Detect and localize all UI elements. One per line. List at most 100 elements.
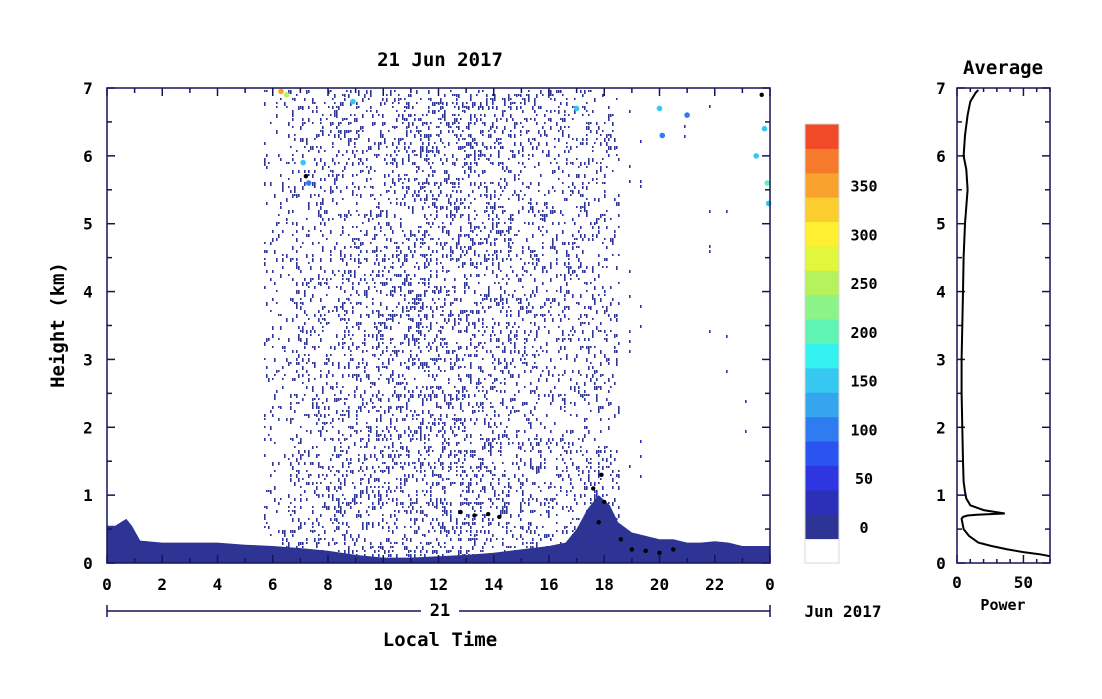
average-y-tick-label: 4 — [936, 283, 946, 302]
colorbar-frame — [804, 123, 840, 564]
echo-point — [602, 499, 607, 505]
echo-point — [643, 548, 648, 553]
y-tick-label: 7 — [83, 79, 93, 98]
y-axis-title: Height (km) — [47, 262, 69, 388]
colorbar-band — [805, 221, 839, 247]
echo-point — [659, 132, 666, 139]
average-power-line — [960, 89, 1051, 558]
colorbar-tick-label: 0 — [859, 519, 868, 537]
colorbar-tick-label: 300 — [850, 226, 877, 244]
average-y-tick-label: 1 — [936, 486, 946, 505]
colorbar-tick-label: 50 — [855, 470, 873, 488]
y-tick-label: 2 — [83, 418, 93, 437]
echo-point — [300, 159, 306, 166]
echo-point — [753, 153, 759, 159]
echo-point — [629, 547, 635, 552]
y-tick-label: 0 — [83, 554, 93, 573]
echo-point — [761, 125, 768, 132]
colorbar-tick-label: 250 — [850, 275, 877, 293]
echo-point — [596, 520, 601, 525]
y-tick-label: 6 — [83, 147, 93, 166]
colorbar-band — [805, 392, 839, 418]
colorbar-band — [805, 172, 839, 198]
colorbar-band — [805, 489, 839, 515]
y-tick-label: 1 — [83, 486, 93, 505]
x-tick-label: 12 — [429, 575, 448, 594]
echo-point — [497, 514, 502, 520]
average-title: Average — [963, 57, 1043, 79]
echo-point — [684, 112, 690, 118]
colorbar-band — [805, 319, 839, 344]
echo-point — [599, 472, 604, 477]
x-tick-label: 16 — [539, 575, 558, 594]
colorbar-band — [805, 197, 839, 223]
colorbar-band — [805, 270, 839, 296]
colorbar-band — [805, 294, 839, 320]
average-y-tick-label: 6 — [936, 147, 946, 166]
main-plot-frame — [106, 87, 771, 564]
average-x-tick-label: 50 — [1014, 573, 1033, 592]
echo-point — [303, 174, 309, 179]
echo-point — [278, 88, 284, 95]
colorbar-band — [805, 416, 839, 442]
average-y-tick-label: 5 — [936, 215, 946, 234]
colorbar-tick-label: 350 — [850, 177, 877, 195]
colorbar-tick-label: 100 — [850, 421, 877, 439]
weak-echo-speckle — [264, 90, 747, 562]
x-tick-label: 2 — [157, 575, 167, 594]
y-tick-label: 4 — [83, 283, 93, 302]
echo-point — [573, 105, 580, 112]
x-tick-label: 18 — [595, 575, 614, 594]
echo-point — [283, 92, 290, 98]
average-y-tick-label: 7 — [936, 79, 946, 98]
x-tick-label: 14 — [484, 575, 503, 594]
echo-point — [472, 513, 477, 518]
x-axis-title: Local Time — [383, 629, 497, 651]
x-tick-label: 0 — [765, 575, 775, 594]
echo-point — [759, 92, 764, 98]
x-tick-label: 0 — [102, 575, 112, 594]
echo-point — [656, 105, 663, 112]
echo-point — [350, 98, 356, 105]
day-bracket: 21 — [106, 600, 771, 621]
x-tick-label: 22 — [705, 575, 724, 594]
colorbar-band — [805, 245, 839, 271]
echo-point — [671, 547, 676, 552]
main-panel: 21 Jun 2017 0 2 4 6 8 10 12 14 16 18 20 22 001234567… — [47, 49, 882, 651]
average-axes: 0 1 2 3 4 5 6 7 0 50 — [936, 79, 1051, 592]
main-title: 21 Jun 2017 — [377, 49, 503, 71]
x-tick-label: 6 — [268, 575, 278, 594]
colorbar-tick-label: 200 — [850, 324, 877, 342]
echo-point — [764, 180, 770, 186]
colorbar: 0 50 100 150 200 250 300 350 — [804, 123, 878, 564]
heatmap-field — [107, 88, 772, 563]
average-y-tick-label: 3 — [936, 350, 946, 369]
average-plot-frame — [956, 87, 1051, 564]
surface-echo-layer — [107, 495, 770, 563]
echo-point — [486, 511, 491, 517]
x-tick-label: 10 — [374, 575, 393, 594]
colorbar-band-below — [805, 538, 839, 563]
colorbar-band — [805, 441, 839, 466]
echo-point — [305, 180, 312, 186]
echo-point — [591, 486, 596, 491]
x-tick-label: 20 — [650, 575, 669, 594]
colorbar-tick-label: 150 — [850, 373, 877, 391]
average-panel: Average 0 1 2 3 4 5 6 7 0 50 Power — [936, 57, 1051, 614]
day-label-bg — [421, 600, 459, 620]
colorbar-band — [805, 148, 839, 174]
y-tick-label: 5 — [83, 215, 93, 234]
colorbar-band — [805, 367, 839, 393]
x-tick-label: 8 — [323, 575, 333, 594]
y-tick-label: 3 — [83, 350, 93, 369]
colorbar-band — [805, 514, 839, 540]
day-label: 21 — [430, 601, 450, 621]
colorbar-band — [805, 465, 839, 491]
echo-point — [657, 550, 662, 555]
average-y-tick-label: 0 — [936, 554, 946, 573]
average-y-tick-label: 2 — [936, 418, 946, 437]
echo-point — [458, 509, 463, 515]
colorbar-band — [805, 343, 839, 369]
